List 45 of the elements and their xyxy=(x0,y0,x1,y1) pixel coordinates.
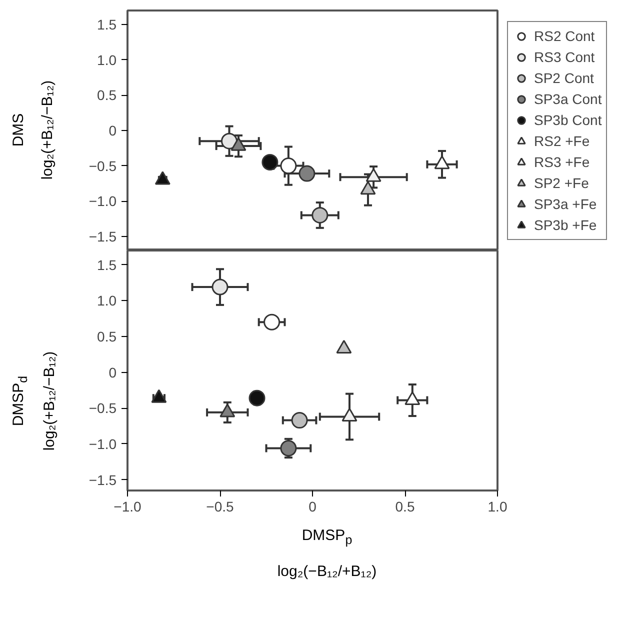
point xyxy=(221,132,238,150)
x-tick-label: −0.5 xyxy=(206,498,234,514)
point xyxy=(154,171,170,185)
legend-label: SP3b +Fe xyxy=(534,217,597,233)
y-tick-label: −1.5 xyxy=(88,472,117,488)
y-tick-label: −1.0 xyxy=(88,193,117,210)
y-tick-label: −1.5 xyxy=(88,228,117,244)
legend-label: SP3b Cont xyxy=(534,112,602,128)
point xyxy=(342,408,358,422)
point xyxy=(220,404,236,418)
legend-label: SP2 Cont xyxy=(534,70,594,86)
y-tick-label: −0.5 xyxy=(88,158,117,174)
x-tick-label: 0.5 xyxy=(395,498,415,514)
legend-label: SP2 +Fe xyxy=(534,175,589,191)
y-tick-label: 1.0 xyxy=(97,52,117,68)
legend-label: SP3a +Fe xyxy=(534,196,597,212)
y-tick-label: −1.0 xyxy=(88,436,117,452)
y-tick-label: 1.0 xyxy=(97,292,117,309)
y-tick-label: 1.5 xyxy=(97,16,117,33)
legend-label: SP3a Cont xyxy=(534,91,602,107)
point xyxy=(312,206,328,224)
point xyxy=(336,340,352,354)
y-tick-label: 0.5 xyxy=(97,87,117,104)
y-tick-label: 0.5 xyxy=(97,328,117,344)
legend-label: RS2 +Fe xyxy=(534,133,590,149)
point xyxy=(151,389,167,403)
point xyxy=(404,391,420,406)
y-tick-label: 0 xyxy=(108,364,117,380)
point xyxy=(298,165,316,182)
y-axis-title: DMS log₂(+B₁₂/−B₁₂) xyxy=(9,79,56,182)
point xyxy=(280,158,297,174)
point xyxy=(434,156,450,170)
point xyxy=(212,278,228,296)
legend-label: RS3 Cont xyxy=(534,49,595,65)
y-tick-label: −0.5 xyxy=(88,400,117,416)
legend-label: RS2 Cont xyxy=(534,28,595,44)
legend-label: RS3 +Fe xyxy=(534,154,590,170)
text: DMSP$_{p}$ log₂(−B₁₂/+B₁₂) xyxy=(277,527,377,580)
x-tick-label: 1.0 xyxy=(488,498,508,514)
point xyxy=(230,137,246,151)
y-tick-label: 0 xyxy=(108,122,117,138)
point xyxy=(264,314,280,330)
point xyxy=(262,154,278,170)
y-tick-label: 1.5 xyxy=(97,256,117,273)
x-tick-label: 0 xyxy=(308,498,317,514)
